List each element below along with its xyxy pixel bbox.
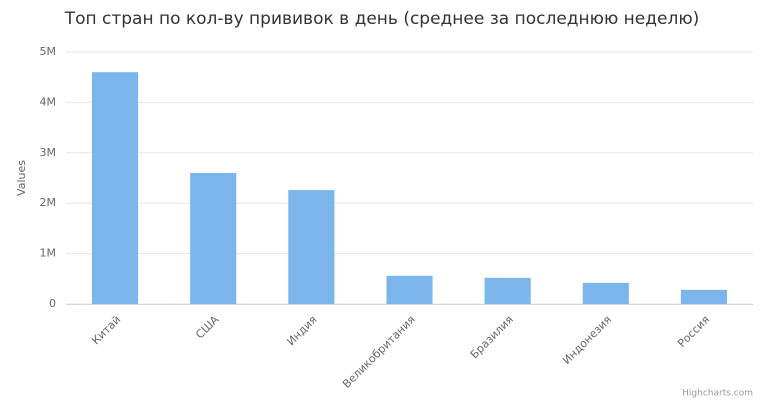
x-tick-label: Бразилия [468,313,516,361]
credit[interactable]: Highcharts.com [682,389,753,399]
bar [582,282,629,304]
bar [92,72,139,304]
x-tick-label: Россия [675,313,712,350]
y-tick-label: 3M [40,146,57,159]
y-tick-label: 1M [40,247,57,260]
x-tick-label: Индонезия [560,313,614,367]
bar [288,190,335,304]
y-tick-label: 2M [40,196,57,209]
x-tick-label: США [193,313,222,342]
y-tick-label: 0 [49,297,56,310]
y-tick-label: 5M [40,45,57,58]
bar [386,275,433,304]
y-axis-title: Values [15,160,28,196]
bar [680,289,727,304]
x-tick-label: Китай [89,313,123,347]
bar [190,172,237,304]
x-tick-label: Индия [284,313,319,348]
y-tick-label: 4M [40,95,57,108]
chart-title: Топ стран по кол-ву прививок в день (сре… [64,9,700,29]
x-tick-label: Великобритания [340,313,418,391]
bar [484,277,531,304]
